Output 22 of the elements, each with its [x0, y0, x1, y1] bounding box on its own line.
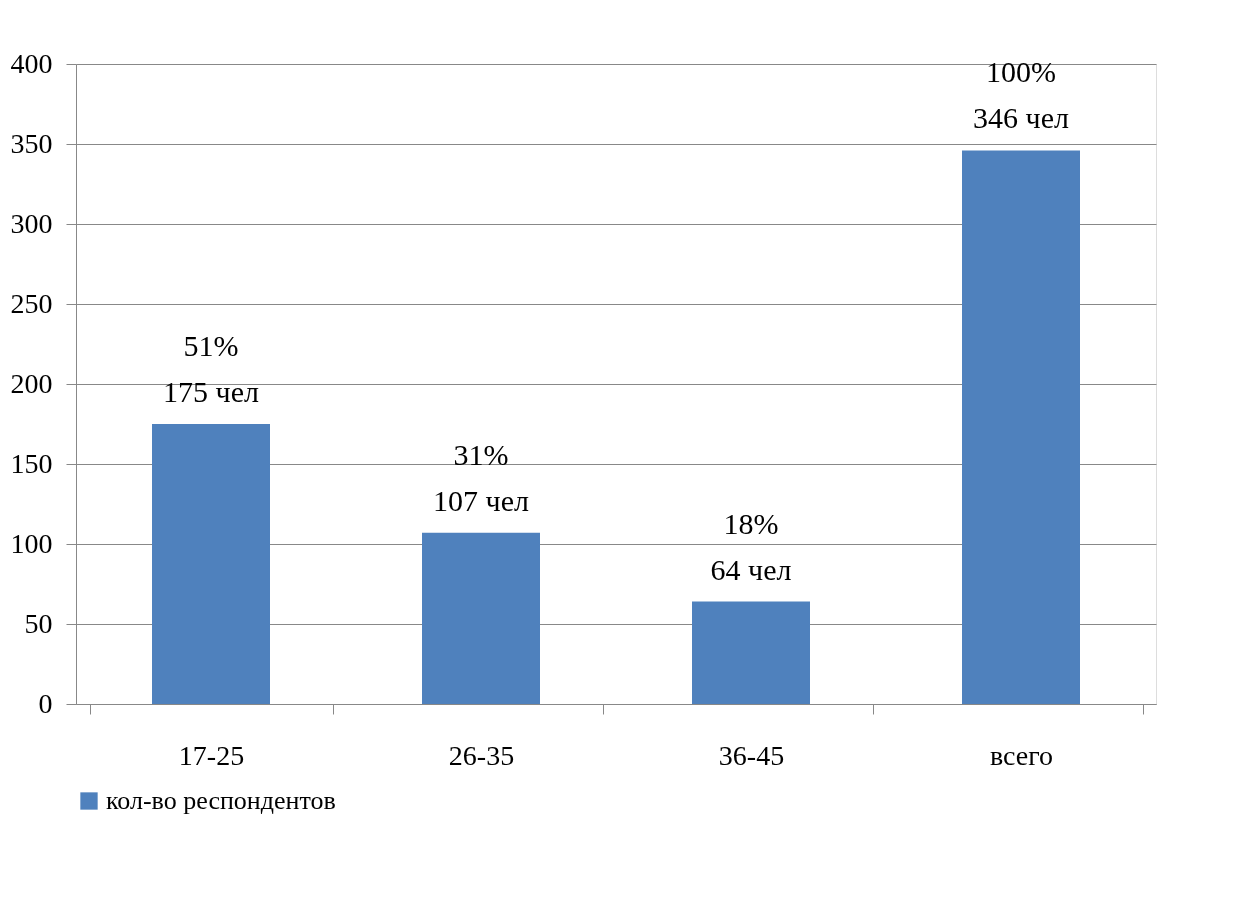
- data-label: 100% 346 чел: [973, 55, 1069, 135]
- x-tick-label: 36-45: [718, 739, 785, 771]
- y-tick-label: 200: [10, 367, 53, 399]
- x-tick-label: 17-25: [178, 739, 245, 771]
- y-tick-label: 250: [10, 287, 53, 319]
- data-label: 31% 107 чел: [433, 437, 529, 517]
- data-label: 18% 64 чел: [710, 506, 792, 586]
- y-tick-label: 0: [38, 687, 53, 719]
- x-tick-label: всего: [989, 739, 1054, 771]
- y-tick-label: 350: [10, 127, 53, 159]
- bar: [962, 150, 1080, 704]
- y-tick-label: 300: [10, 207, 53, 239]
- y-tick-label: 50: [24, 607, 53, 639]
- bar: [422, 532, 540, 704]
- y-tick-label: 400: [10, 47, 53, 79]
- bar: [152, 424, 270, 704]
- bar: [692, 601, 810, 704]
- y-tick-label: 100: [10, 527, 53, 559]
- x-tick-label: 26-35: [448, 739, 515, 771]
- data-label: 51% 175 чел: [163, 329, 259, 408]
- legend-label: кол-во респондентов: [106, 786, 336, 815]
- y-tick-label: 150: [10, 447, 53, 479]
